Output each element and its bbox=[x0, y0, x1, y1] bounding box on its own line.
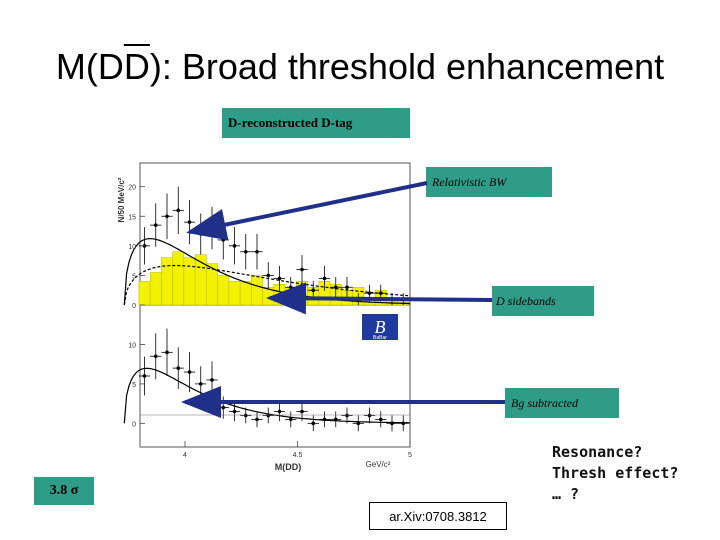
arrow-bw bbox=[186, 181, 428, 241]
upper-y-tick-label: 0 bbox=[132, 303, 136, 310]
x-tick-label: 4 bbox=[183, 452, 187, 459]
label-d-sidebands: D sidebands bbox=[492, 286, 594, 316]
upper-data-point bbox=[198, 232, 203, 236]
upper-data-point bbox=[300, 267, 304, 272]
title-bar-letter: D bbox=[123, 46, 150, 87]
lower-y-tick-label: 5 bbox=[132, 382, 136, 389]
lower-data-point bbox=[367, 413, 372, 418]
lower-y-tick-label: 0 bbox=[132, 421, 136, 428]
lower-data-point bbox=[243, 413, 248, 418]
x-tick-label: 5 bbox=[408, 452, 412, 459]
note-resonance: Resonance? bbox=[552, 443, 643, 461]
label-relativistic-bw: Relativistic BW bbox=[426, 167, 552, 197]
lower-data-point bbox=[176, 366, 181, 370]
significance-box: 3.8 σ bbox=[34, 477, 94, 505]
lower-data-point bbox=[356, 421, 361, 426]
lower-data-point bbox=[153, 354, 158, 359]
title-prefix: M(D bbox=[55, 46, 124, 87]
label-relativistic-bw-text: Relativistic BW bbox=[432, 174, 507, 189]
lower-panel bbox=[123, 328, 411, 432]
upper-background-fit-curve bbox=[123, 264, 411, 306]
upper-y-tick-label: 15 bbox=[128, 214, 136, 221]
upper-data-point bbox=[221, 238, 226, 242]
header-box: D-reconstructed D-tag bbox=[222, 108, 410, 138]
title-suffix: ): Broad threshold enhancement bbox=[149, 46, 665, 87]
note-ellipsis: … ? bbox=[552, 485, 580, 503]
sideband-bar bbox=[217, 275, 230, 306]
arxiv-reference-text: ar.Xiv:0708.3812 bbox=[389, 508, 487, 524]
upper-data-point bbox=[277, 276, 282, 281]
lower-data-point bbox=[142, 374, 147, 378]
arxiv-reference: ar.Xiv:0708.3812 bbox=[369, 502, 507, 530]
header-box-text: D-reconstructed D-tag bbox=[228, 115, 353, 130]
label-bg-subtracted-text: Bg subtracted bbox=[511, 395, 578, 410]
lower-data-point bbox=[277, 409, 282, 414]
babar-logo-text: BaBar bbox=[373, 335, 387, 341]
notes: Resonance? Thresh effect? … ? bbox=[552, 442, 678, 505]
note-thresh-effect: Thresh effect? bbox=[552, 464, 679, 482]
sideband-bar bbox=[228, 281, 241, 306]
upper-data-point bbox=[288, 285, 293, 290]
sideband-bar bbox=[138, 281, 151, 306]
sideband-bar bbox=[149, 272, 162, 306]
upper-data-point bbox=[243, 249, 248, 254]
upper-data-point bbox=[176, 208, 181, 213]
lower-data-point bbox=[198, 382, 203, 386]
upper-data-point bbox=[266, 273, 271, 278]
x-tick-label: 4.5 bbox=[293, 452, 303, 459]
lower-data-point bbox=[345, 413, 349, 418]
arrow-sidebands bbox=[266, 282, 493, 315]
x-axis-unit: GeV/c² bbox=[366, 460, 391, 469]
significance-text: 3.8 σ bbox=[49, 483, 79, 498]
sideband-bar bbox=[251, 275, 263, 306]
lower-y-tick-label: 10 bbox=[128, 342, 136, 349]
lower-data-point bbox=[187, 370, 192, 374]
upper-data-point bbox=[322, 276, 327, 281]
babar-logo: B BaBar bbox=[362, 314, 398, 341]
lower-fit-curve bbox=[123, 367, 411, 424]
x-axis-title: M(DD) bbox=[275, 462, 302, 472]
y-axis-title: N/50 MeV/c² bbox=[117, 177, 126, 222]
label-d-sidebands-text: D sidebands bbox=[496, 293, 556, 308]
lower-data-point bbox=[300, 409, 304, 414]
lower-data-point bbox=[210, 378, 214, 382]
sideband-bar bbox=[172, 251, 185, 306]
upper-data-point bbox=[165, 214, 169, 219]
lower-data-point bbox=[288, 417, 293, 422]
upper-panel bbox=[123, 186, 411, 306]
lower-data-point bbox=[311, 421, 316, 426]
upper-data-point bbox=[153, 223, 158, 227]
babar-logo-glyph: B bbox=[375, 317, 386, 337]
lower-data-point bbox=[221, 405, 226, 410]
sideband-bar bbox=[239, 281, 252, 306]
upper-data-point bbox=[255, 249, 259, 254]
upper-y-tick-label: 5 bbox=[132, 273, 136, 280]
upper-data-point bbox=[311, 288, 316, 293]
lower-data-point bbox=[165, 350, 169, 355]
upper-data-point bbox=[187, 220, 192, 224]
upper-data-point bbox=[232, 244, 237, 248]
lower-data-point bbox=[232, 409, 237, 414]
upper-data-point bbox=[345, 285, 349, 290]
sideband-bar bbox=[183, 257, 196, 306]
upper-y-tick-label: 10 bbox=[128, 244, 136, 251]
lower-data-point bbox=[255, 417, 259, 422]
upper-y-tick-label: 20 bbox=[128, 185, 136, 192]
sideband-bar bbox=[161, 257, 173, 306]
lower-data-point bbox=[378, 417, 383, 422]
label-bg-subtracted: Bg subtracted bbox=[505, 388, 619, 418]
slide-title: M(DD): Broad threshold enhancement bbox=[0, 46, 720, 88]
